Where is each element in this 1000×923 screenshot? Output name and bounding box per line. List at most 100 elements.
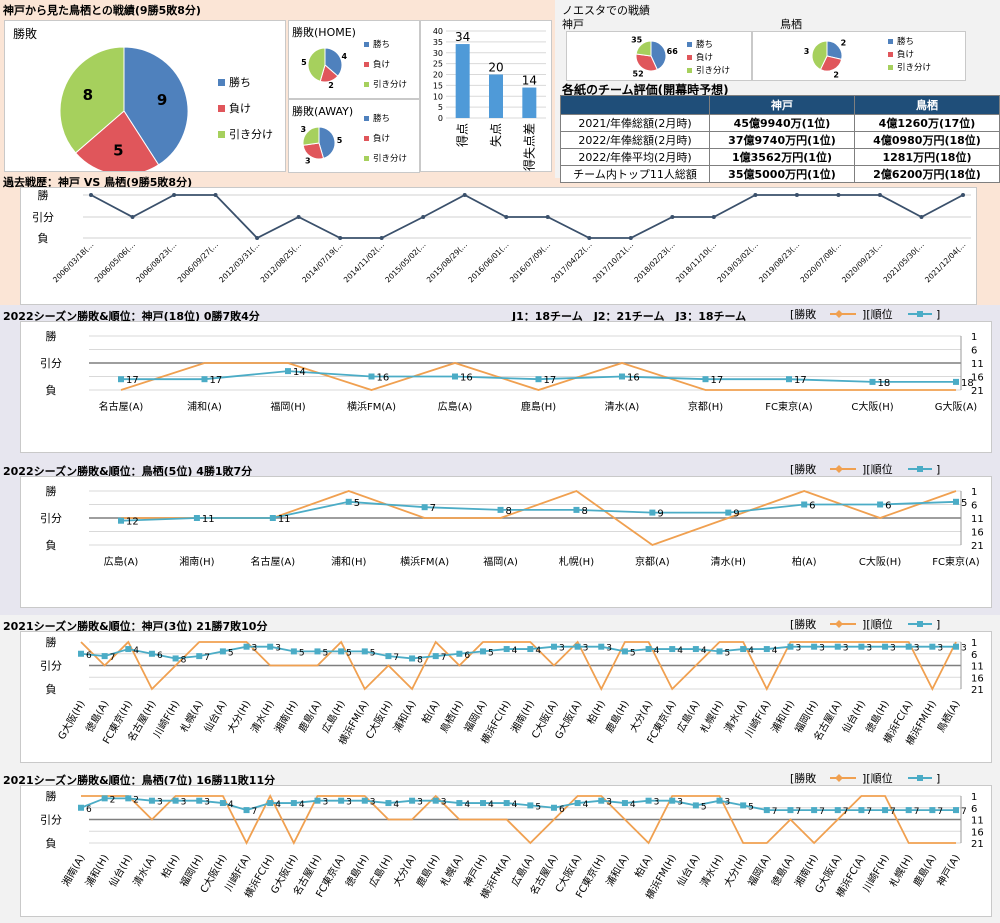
rank-value-label: 12 [126,517,139,528]
rank-value-label: 6 [86,805,92,815]
legend-end: ] [936,308,940,321]
rank-value-label: 4 [772,646,778,656]
legend-swatch-loss [364,136,369,141]
match-label: 広島(A) [438,400,473,413]
rank-point [882,807,889,814]
rank-tick-label: 6 [971,346,977,357]
bar-1 [489,74,503,118]
bar-y-tick: 30 [433,49,443,58]
rank-value-label: 4 [299,800,305,810]
rank-tick-label: 1 [971,332,977,343]
eval-tosu-value: 1281万円(18位) [854,148,1000,166]
rank-point [869,378,876,385]
rank-point [740,802,747,809]
match-label: 浦和(A) [603,852,632,889]
rank-value-label: 3 [583,644,589,654]
rank-value-label: 3 [914,644,920,654]
rank-value-label: 4 [512,646,518,656]
rank-value-label: 9 [657,509,663,520]
rank-value-label: 7 [937,807,943,817]
rank-point [786,376,792,383]
rank-point [573,506,580,513]
rank-point [314,797,321,804]
eval-row: 2021/年俸総額(2月時) 45億9940万(1位) 4億1260万(17位) [560,114,1000,132]
match-label: 神戸(A) [934,852,963,889]
rank-point [409,797,416,804]
rank-value-label: 17 [544,375,557,386]
match-label: 柏(A) [792,555,817,568]
rank-point [421,504,428,511]
legend-swatch-win [888,39,893,44]
rank-point [196,653,203,660]
eval-header-row: 神戸 鳥栖 [560,95,1000,115]
bar-y-tick: 0 [438,114,443,123]
rank-point [621,800,628,807]
rank-point [385,800,392,807]
rank-point [118,376,124,383]
eval-table: 神戸 鳥栖 2021/年俸総額(2月時) 45億9940万(1位) 4億1260万(… [560,95,1000,183]
rank-value-label: 16 [460,373,473,384]
legend-rank-marker [917,466,923,472]
rank-value-label: 3 [961,644,967,654]
league-info: J1：18チーム J2：21チーム J3：18チーム [512,310,747,323]
legend-result-marker [835,620,843,628]
bar-category-label: 得失点差 [521,123,536,171]
rank-value-label: 7 [961,807,967,817]
rank-point [314,648,321,655]
history-x-label: 2006/03/18(… [51,240,95,284]
rank-tick-label: 6 [971,650,977,661]
rank-point [148,650,155,657]
history-x-label: 2017/10/21(… [591,240,635,284]
pie-slice-loss [74,110,160,171]
history-point [379,236,384,240]
bar-y-tick: 35 [433,38,443,47]
match-label: 京都(A) [635,555,670,568]
rank-point [290,648,297,655]
rank-value-label: 3 [937,644,943,654]
history-point [670,215,675,219]
rank-value-label: 3 [677,798,683,808]
rank-point [243,643,250,650]
rank-point [550,643,557,650]
eval-label: チーム内トップ11人総額 [560,165,710,183]
rank-tick-label: 6 [971,804,977,815]
rank-point [361,797,368,804]
history-x-label: 2012/08/25(… [259,240,303,284]
rank-value-label: 7 [393,653,399,663]
history-point [919,215,924,219]
rank-value-label: 5 [748,802,754,812]
eval-header-tosu: 鳥栖 [854,95,1000,115]
legend-label-loss: 負け [696,52,713,63]
legend-result-label: [勝敗 [790,771,816,785]
result-y-label: 引分 [40,356,62,370]
match-label: 横浜FM(A) [400,555,449,568]
rank-value-label: 7 [772,807,778,817]
match-label: 鹿島(H) [521,400,556,413]
rank-point [953,643,959,650]
rank-point [702,376,709,383]
match-label: 名古屋(A) [99,400,144,413]
history-point [421,215,426,219]
rank-point [801,501,808,508]
history-y-label: 負 [38,232,49,245]
history-x-label: 2014/07/19(… [300,240,344,284]
rank-point [172,797,179,804]
bar-value-label: 14 [522,74,537,88]
rank-value-label: 3 [559,644,565,654]
rank-line [80,645,956,660]
rank-point [101,795,108,802]
history-x-label: 2021/12/04(… [923,240,967,284]
season-chart-box: 1 6 11 16 21 勝引分負 6 2 2 3 3 3 4 7 4 4 3 3 3 4 3 3 4 4 4 5 6 4 3 4 3 3 5 3… [20,785,992,917]
rank-point [882,643,889,650]
rank-value-label: 7 [252,807,258,817]
rank-value-label: 3 [417,798,423,808]
rank-point [669,646,676,653]
rank-point [361,648,368,655]
history-x-label: 2019/03/02(… [715,240,759,284]
rank-value-label: 4 [535,646,541,656]
rank-value-label: 7 [866,807,872,817]
history-x-label: 2019/08/23(… [757,240,801,284]
rank-value-label: 5 [630,648,636,658]
eval-kobe-value: 35億5000万円(1位) [709,165,855,183]
